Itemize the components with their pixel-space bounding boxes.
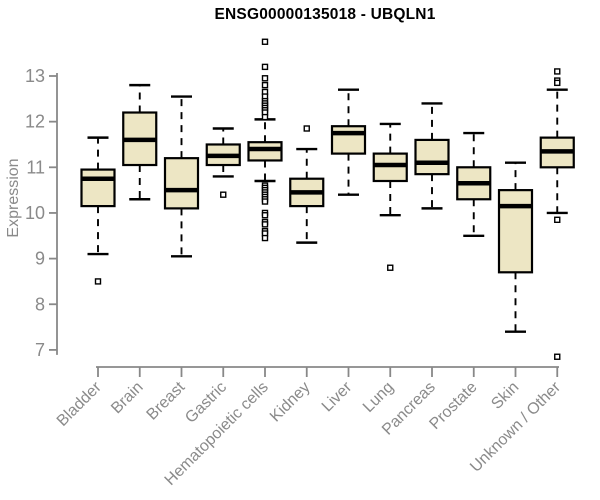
y-tick-label-11: 11: [26, 157, 45, 177]
x-tick-label-skin: Skin: [488, 379, 522, 413]
y-tick-label-13: 13: [25, 66, 45, 86]
box-hematopoietic-cells: [247, 141, 283, 162]
outlier-point-gastric: [220, 191, 227, 198]
outlier-point-hematopoietic-cells: [261, 63, 269, 71]
outlier-point-kidney: [303, 125, 310, 132]
box-pancreas: [414, 138, 450, 176]
outlier-point-bladder: [94, 278, 102, 285]
outlier-point-unknown-other: [554, 353, 561, 360]
x-tick-label-liver: Liver: [319, 378, 356, 415]
y-tick-label-12: 12: [25, 112, 45, 132]
y-tick-label-8: 8: [35, 294, 45, 314]
outlier-point-lung: [387, 264, 394, 271]
y-axis-title: Expression: [5, 158, 22, 237]
outlier-point-hematopoietic-cells: [261, 234, 269, 242]
y-tick-label-9: 9: [35, 249, 45, 269]
x-tick-label-brain: Brain: [108, 379, 146, 417]
outlier-point-hematopoietic-cells: [261, 81, 269, 89]
box-breast: [163, 157, 200, 210]
outlier-point-hematopoietic-cells: [261, 212, 269, 219]
outlier-point-unknown-other: [554, 79, 561, 87]
y-tick-label-10: 10: [25, 203, 45, 223]
box-liver: [330, 125, 367, 155]
outlier-point-hematopoietic-cells: [261, 221, 269, 228]
outlier-point-hematopoietic-cells: [261, 75, 269, 82]
outlier-point-hematopoietic-cells: [261, 38, 269, 45]
chart-title: ENSG00000135018 - UBQLN1: [214, 6, 436, 23]
outlier-point-hematopoietic-cells: [261, 113, 269, 121]
x-tick-label-bladder: Bladder: [54, 378, 105, 429]
outlier-point-unknown-other: [554, 68, 561, 75]
y-tick-label-7: 7: [35, 340, 45, 360]
box-skin: [497, 189, 534, 274]
x-tick-label-breast: Breast: [144, 378, 189, 423]
x-tick-label-lung: Lung: [360, 379, 397, 416]
outlier-point-hematopoietic-cells: [261, 198, 269, 205]
outlier-point-unknown-other: [554, 216, 561, 223]
box-lung: [372, 152, 408, 183]
x-tick-label-kidney: Kidney: [267, 379, 314, 426]
box-bladder: [80, 168, 116, 208]
